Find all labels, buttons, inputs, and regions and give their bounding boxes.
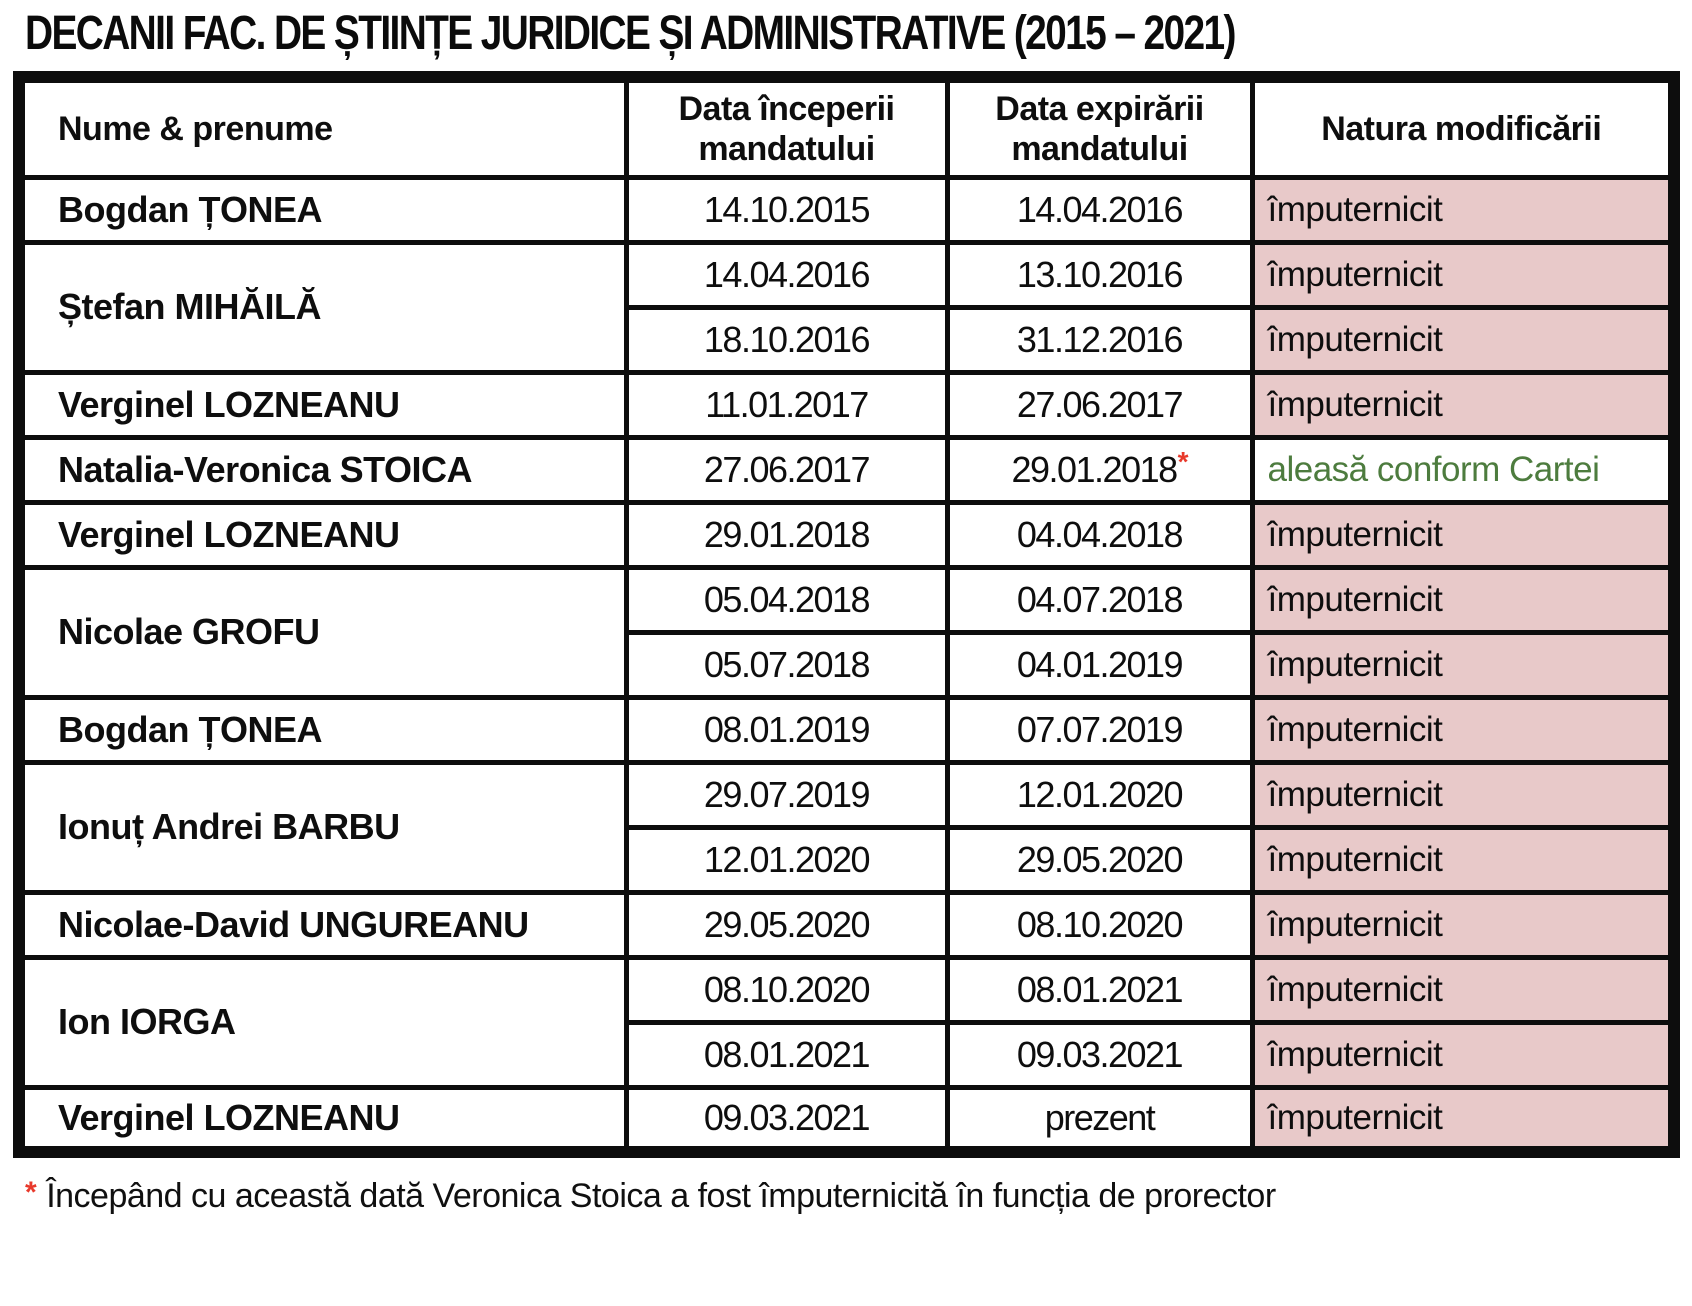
mandate-start-date-cell: 27.06.2017	[623, 434, 950, 505]
mandate-start-date-cell: 14.04.2016	[623, 239, 950, 310]
mandate-end-date: 04.04.2018	[1016, 513, 1184, 555]
table-row: Ionuț Andrei BARBU 29.07.2019 12.01.2020 îm…	[16, 759, 1677, 895]
mandate-end-date-cell: 12.01.2020	[944, 759, 1255, 830]
dean-name-cell: Natalia-Veronica STOICA	[16, 434, 629, 505]
mandate-end-date: 07.07.2019	[1016, 708, 1184, 750]
mandate-end-date: 31.12.2016	[1016, 318, 1184, 360]
mandate-end-date-cell: 08.01.2021	[944, 954, 1255, 1025]
mandate-start-date-cell: 08.10.2020	[623, 954, 950, 1025]
footnote: * Începând cu această dată Veronica Stoic…	[25, 1176, 1692, 1216]
mandate-end-date-cell: 04.04.2018	[944, 499, 1255, 570]
mandate-end-date-cell: 04.07.2018	[944, 564, 1255, 635]
mandate-end-date: 29.01.2018	[1011, 448, 1178, 490]
nature-of-change-cell: împuternicit	[1249, 174, 1677, 245]
table-row: Verginel LOZNEANU 09.03.2021 prezent împute…	[16, 1084, 1677, 1155]
table-row: 08.01.2021 09.03.2021 împuternicit	[19, 1019, 1677, 1090]
mandate-end-date-cell: 27.06.2017	[944, 369, 1255, 440]
table-row: Ștefan MIHĂILĂ 14.04.2016 13.10.2016 împute…	[16, 239, 1677, 375]
mandate-end-date: 04.07.2018	[1016, 578, 1184, 620]
header-nature: Natura modificării	[1249, 74, 1677, 180]
mandate-end-date: 08.10.2020	[1016, 903, 1184, 945]
mandate-end-date: 12.01.2020	[1016, 773, 1184, 815]
mandate-end-date-cell: 13.10.2016	[944, 239, 1255, 310]
mandate-end-date: 29.05.2020	[1016, 838, 1184, 880]
dean-name-cell: Nicolae-David UNGUREANU	[16, 889, 629, 960]
table-row: 18.10.2016 31.12.2016 împuternicit	[19, 304, 1677, 375]
dean-name-cell: Verginel LOZNEANU	[16, 369, 629, 440]
nature-of-change-cell: aleasă conform Cartei	[1249, 434, 1677, 505]
nature-of-change-cell: împuternicit	[1249, 369, 1677, 440]
footnote-text: Începând cu această dată Veronica Stoica…	[46, 1177, 1276, 1215]
table-row: 12.01.2020 29.05.2020 împuternicit	[19, 824, 1677, 895]
mandate-end-date-cell: prezent	[944, 1084, 1255, 1155]
dean-table-body: Bogdan ȚONEA 14.10.2015 14.04.2016 împutern…	[16, 174, 1677, 1155]
dean-name-cell: Bogdan ȚONEA	[16, 694, 629, 765]
mandate-start-date-cell: 08.01.2021	[623, 1019, 950, 1090]
mandate-end-date-cell: 14.04.2016	[944, 174, 1255, 245]
mandate-end-date-cell: 29.05.2020	[944, 824, 1255, 895]
mandate-end-date: 08.01.2021	[1016, 968, 1184, 1010]
dean-name-cell: Ștefan MIHĂILĂ	[16, 239, 629, 375]
mandate-end-date-cell: 08.10.2020	[944, 889, 1255, 960]
dean-name-cell: Ionuț Andrei BARBU	[16, 759, 629, 895]
page-title: DECANII FAC. DE ȘTIINȚE JURIDICE ȘI ADMI…	[25, 7, 1236, 60]
mandate-end-date-cell: 04.01.2019	[944, 629, 1255, 700]
header-end-date: Data expirării mandatului	[944, 74, 1255, 180]
mandate-start-date-cell: 11.01.2017	[623, 369, 950, 440]
mandate-start-date-cell: 12.01.2020	[623, 824, 950, 895]
table-row: Nicolae GROFU 05.04.2018 04.07.2018 împuter…	[16, 564, 1677, 700]
header-start-date: Data începerii mandatului	[623, 74, 950, 180]
nature-of-change-cell: împuternicit	[1249, 889, 1677, 960]
mandate-start-date-cell: 05.07.2018	[623, 629, 950, 700]
mandate-end-date-cell: 09.03.2021	[944, 1019, 1255, 1090]
nature-of-change-cell: împuternicit	[1249, 629, 1677, 700]
nature-of-change-cell: împuternicit	[1249, 1084, 1677, 1155]
nature-of-change-cell: împuternicit	[1249, 239, 1677, 310]
mandate-end-date-cell: 29.01.2018*	[944, 434, 1255, 505]
nature-of-change-cell: împuternicit	[1249, 759, 1677, 830]
mandate-end-date: 14.04.2016	[1016, 188, 1184, 230]
nature-of-change-cell: împuternicit	[1249, 564, 1677, 635]
mandate-end-date-cell: 07.07.2019	[944, 694, 1255, 765]
mandate-end-date-cell: 31.12.2016	[944, 304, 1255, 375]
nature-of-change-cell: împuternicit	[1249, 694, 1677, 765]
mandate-end-date: prezent	[1044, 1096, 1156, 1138]
mandate-start-date-cell: 29.05.2020	[623, 889, 950, 960]
dean-name-cell: Ion IORGA	[16, 954, 629, 1090]
mandate-start-date-cell: 14.10.2015	[623, 174, 950, 245]
header-row: Nume & prenume Data începerii mandatului…	[16, 74, 1677, 180]
nature-of-change-cell: împuternicit	[1249, 304, 1677, 375]
dean-name-cell: Verginel LOZNEANU	[16, 499, 629, 570]
mandate-end-date: 27.06.2017	[1016, 383, 1184, 425]
mandate-start-date-cell: 29.07.2019	[623, 759, 950, 830]
header-name: Nume & prenume	[16, 74, 629, 180]
table-row: Ion IORGA 08.10.2020 08.01.2021 împuternici…	[16, 954, 1677, 1090]
dean-name-cell: Bogdan ȚONEA	[16, 174, 629, 245]
dean-name-cell: Nicolae GROFU	[16, 564, 629, 700]
footnote-reference-asterisk: *	[1177, 445, 1189, 477]
table-row: Nicolae-David UNGUREANU 29.05.2020 08.10.2…	[16, 889, 1677, 960]
nature-of-change-cell: împuternicit	[1249, 824, 1677, 895]
mandate-start-date-cell: 08.01.2019	[623, 694, 950, 765]
nature-of-change-cell: împuternicit	[1249, 954, 1677, 1025]
mandate-end-date: 13.10.2016	[1016, 253, 1184, 295]
mandate-start-date-cell: 05.04.2018	[623, 564, 950, 635]
mandate-start-date-cell: 29.01.2018	[623, 499, 950, 570]
mandate-start-date-cell: 09.03.2021	[623, 1084, 950, 1155]
table-row: Natalia-Veronica STOICA 27.06.2017 29.01.2…	[16, 434, 1677, 505]
mandate-end-date: 04.01.2019	[1016, 643, 1184, 685]
footnote-asterisk-marker: *	[25, 1176, 37, 1209]
nature-of-change-cell: împuternicit	[1249, 1019, 1677, 1090]
dean-name-cell: Verginel LOZNEANU	[16, 1084, 629, 1155]
table-row: Verginel LOZNEANU 29.01.2018 04.04.2018 împ…	[16, 499, 1677, 570]
deans-table: Nume & prenume Data începerii mandatului…	[13, 71, 1680, 1158]
mandate-start-date-cell: 18.10.2016	[623, 304, 950, 375]
table-row: Bogdan ȚONEA 08.01.2019 07.07.2019 împutern…	[16, 694, 1677, 765]
table-row: 05.07.2018 04.01.2019 împuternicit	[19, 629, 1677, 700]
table-row: Verginel LOZNEANU 11.01.2017 27.06.2017 împ…	[16, 369, 1677, 440]
mandate-end-date: 09.03.2021	[1016, 1033, 1184, 1075]
nature-of-change-cell: împuternicit	[1249, 499, 1677, 570]
table-row: Bogdan ȚONEA 14.10.2015 14.04.2016 împutern…	[16, 174, 1677, 245]
